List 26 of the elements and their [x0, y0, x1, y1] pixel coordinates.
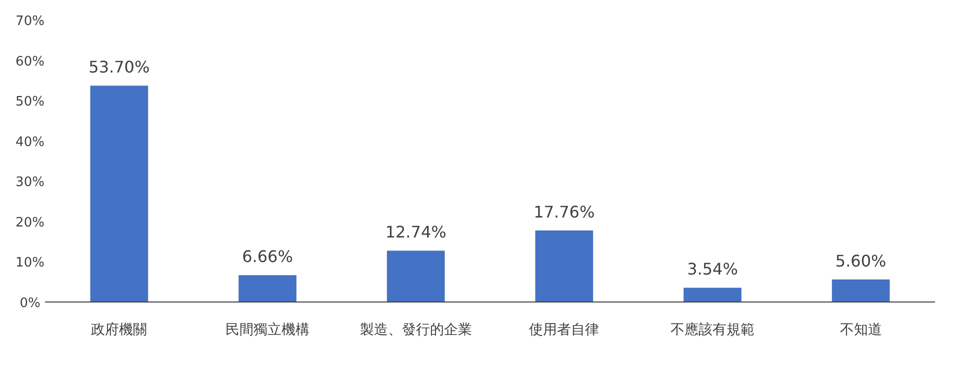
x-tick-label: 不應該有規範: [670, 322, 754, 338]
bar: [238, 275, 296, 302]
y-tick-label: 50%: [16, 94, 44, 110]
y-tick-label: 60%: [16, 54, 44, 70]
data-label: 6.66%: [242, 247, 293, 266]
bar: [386, 250, 445, 302]
x-tick-label: 使用者自律: [529, 322, 600, 338]
x-tick-label: 民間獨立機構: [226, 322, 310, 338]
data-label: 53.70%: [88, 58, 150, 77]
x-tick-label: 製造、發行的企業: [360, 322, 472, 338]
data-label: 17.76%: [534, 202, 595, 222]
bar: [684, 288, 742, 302]
data-label: 5.60%: [835, 251, 886, 270]
y-tick-label: 20%: [16, 215, 44, 230]
x-tick-label: 政府機關: [91, 322, 148, 338]
bar: [535, 230, 594, 302]
data-label: 12.74%: [385, 222, 446, 242]
x-tick-label: 不知道: [840, 322, 882, 338]
y-tick-label: 40%: [16, 134, 44, 150]
bar: [90, 86, 148, 302]
data-label: 3.54%: [687, 260, 738, 279]
y-tick-label: 70%: [16, 14, 44, 29]
y-tick-label: 10%: [16, 256, 44, 271]
y-tick-label: 0%: [20, 296, 40, 311]
y-tick-label: 30%: [16, 175, 44, 190]
bar: [832, 279, 890, 302]
